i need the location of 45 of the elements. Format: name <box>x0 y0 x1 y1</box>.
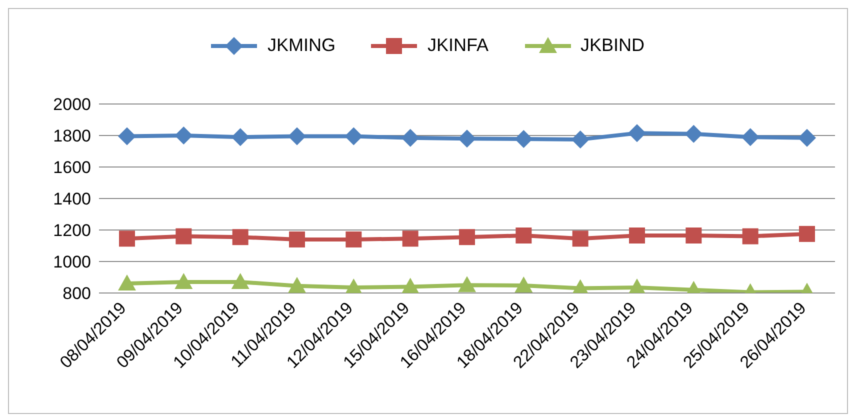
legend-label: JKINFA <box>426 35 488 56</box>
point <box>572 230 588 247</box>
legend-label: JKBIND <box>580 35 645 56</box>
point <box>799 226 815 242</box>
point <box>402 230 418 247</box>
point <box>174 126 193 144</box>
legend-label: JKMING <box>266 35 336 56</box>
point <box>289 231 305 248</box>
point <box>174 272 193 289</box>
point <box>401 278 420 293</box>
point <box>288 276 306 293</box>
point <box>628 124 646 142</box>
point <box>686 228 702 244</box>
point <box>516 228 532 244</box>
point <box>458 276 476 292</box>
point <box>459 229 475 246</box>
point <box>571 130 590 148</box>
point <box>118 274 136 291</box>
point <box>629 228 645 244</box>
point <box>288 127 306 146</box>
point <box>798 128 816 147</box>
y-tick-label: 1000 <box>53 252 91 272</box>
y-tick-label: 1800 <box>53 126 91 146</box>
point <box>684 124 703 143</box>
point <box>458 130 476 148</box>
y-tick-label: 800 <box>62 284 91 304</box>
point <box>231 272 250 289</box>
point <box>344 127 363 146</box>
y-tick-label: 1400 <box>53 190 91 209</box>
point <box>231 128 250 146</box>
point <box>741 128 760 146</box>
point <box>119 230 135 247</box>
y-tick-label: 1200 <box>53 221 91 240</box>
point <box>232 229 248 246</box>
y-tick-label: 2000 <box>53 95 91 114</box>
point <box>118 127 136 146</box>
point <box>176 228 192 244</box>
point <box>628 278 646 293</box>
point <box>346 231 362 248</box>
point <box>742 228 758 244</box>
y-tick-label: 1600 <box>53 158 91 178</box>
point <box>514 130 533 148</box>
point <box>401 128 420 147</box>
point <box>514 276 533 292</box>
point <box>344 278 363 293</box>
